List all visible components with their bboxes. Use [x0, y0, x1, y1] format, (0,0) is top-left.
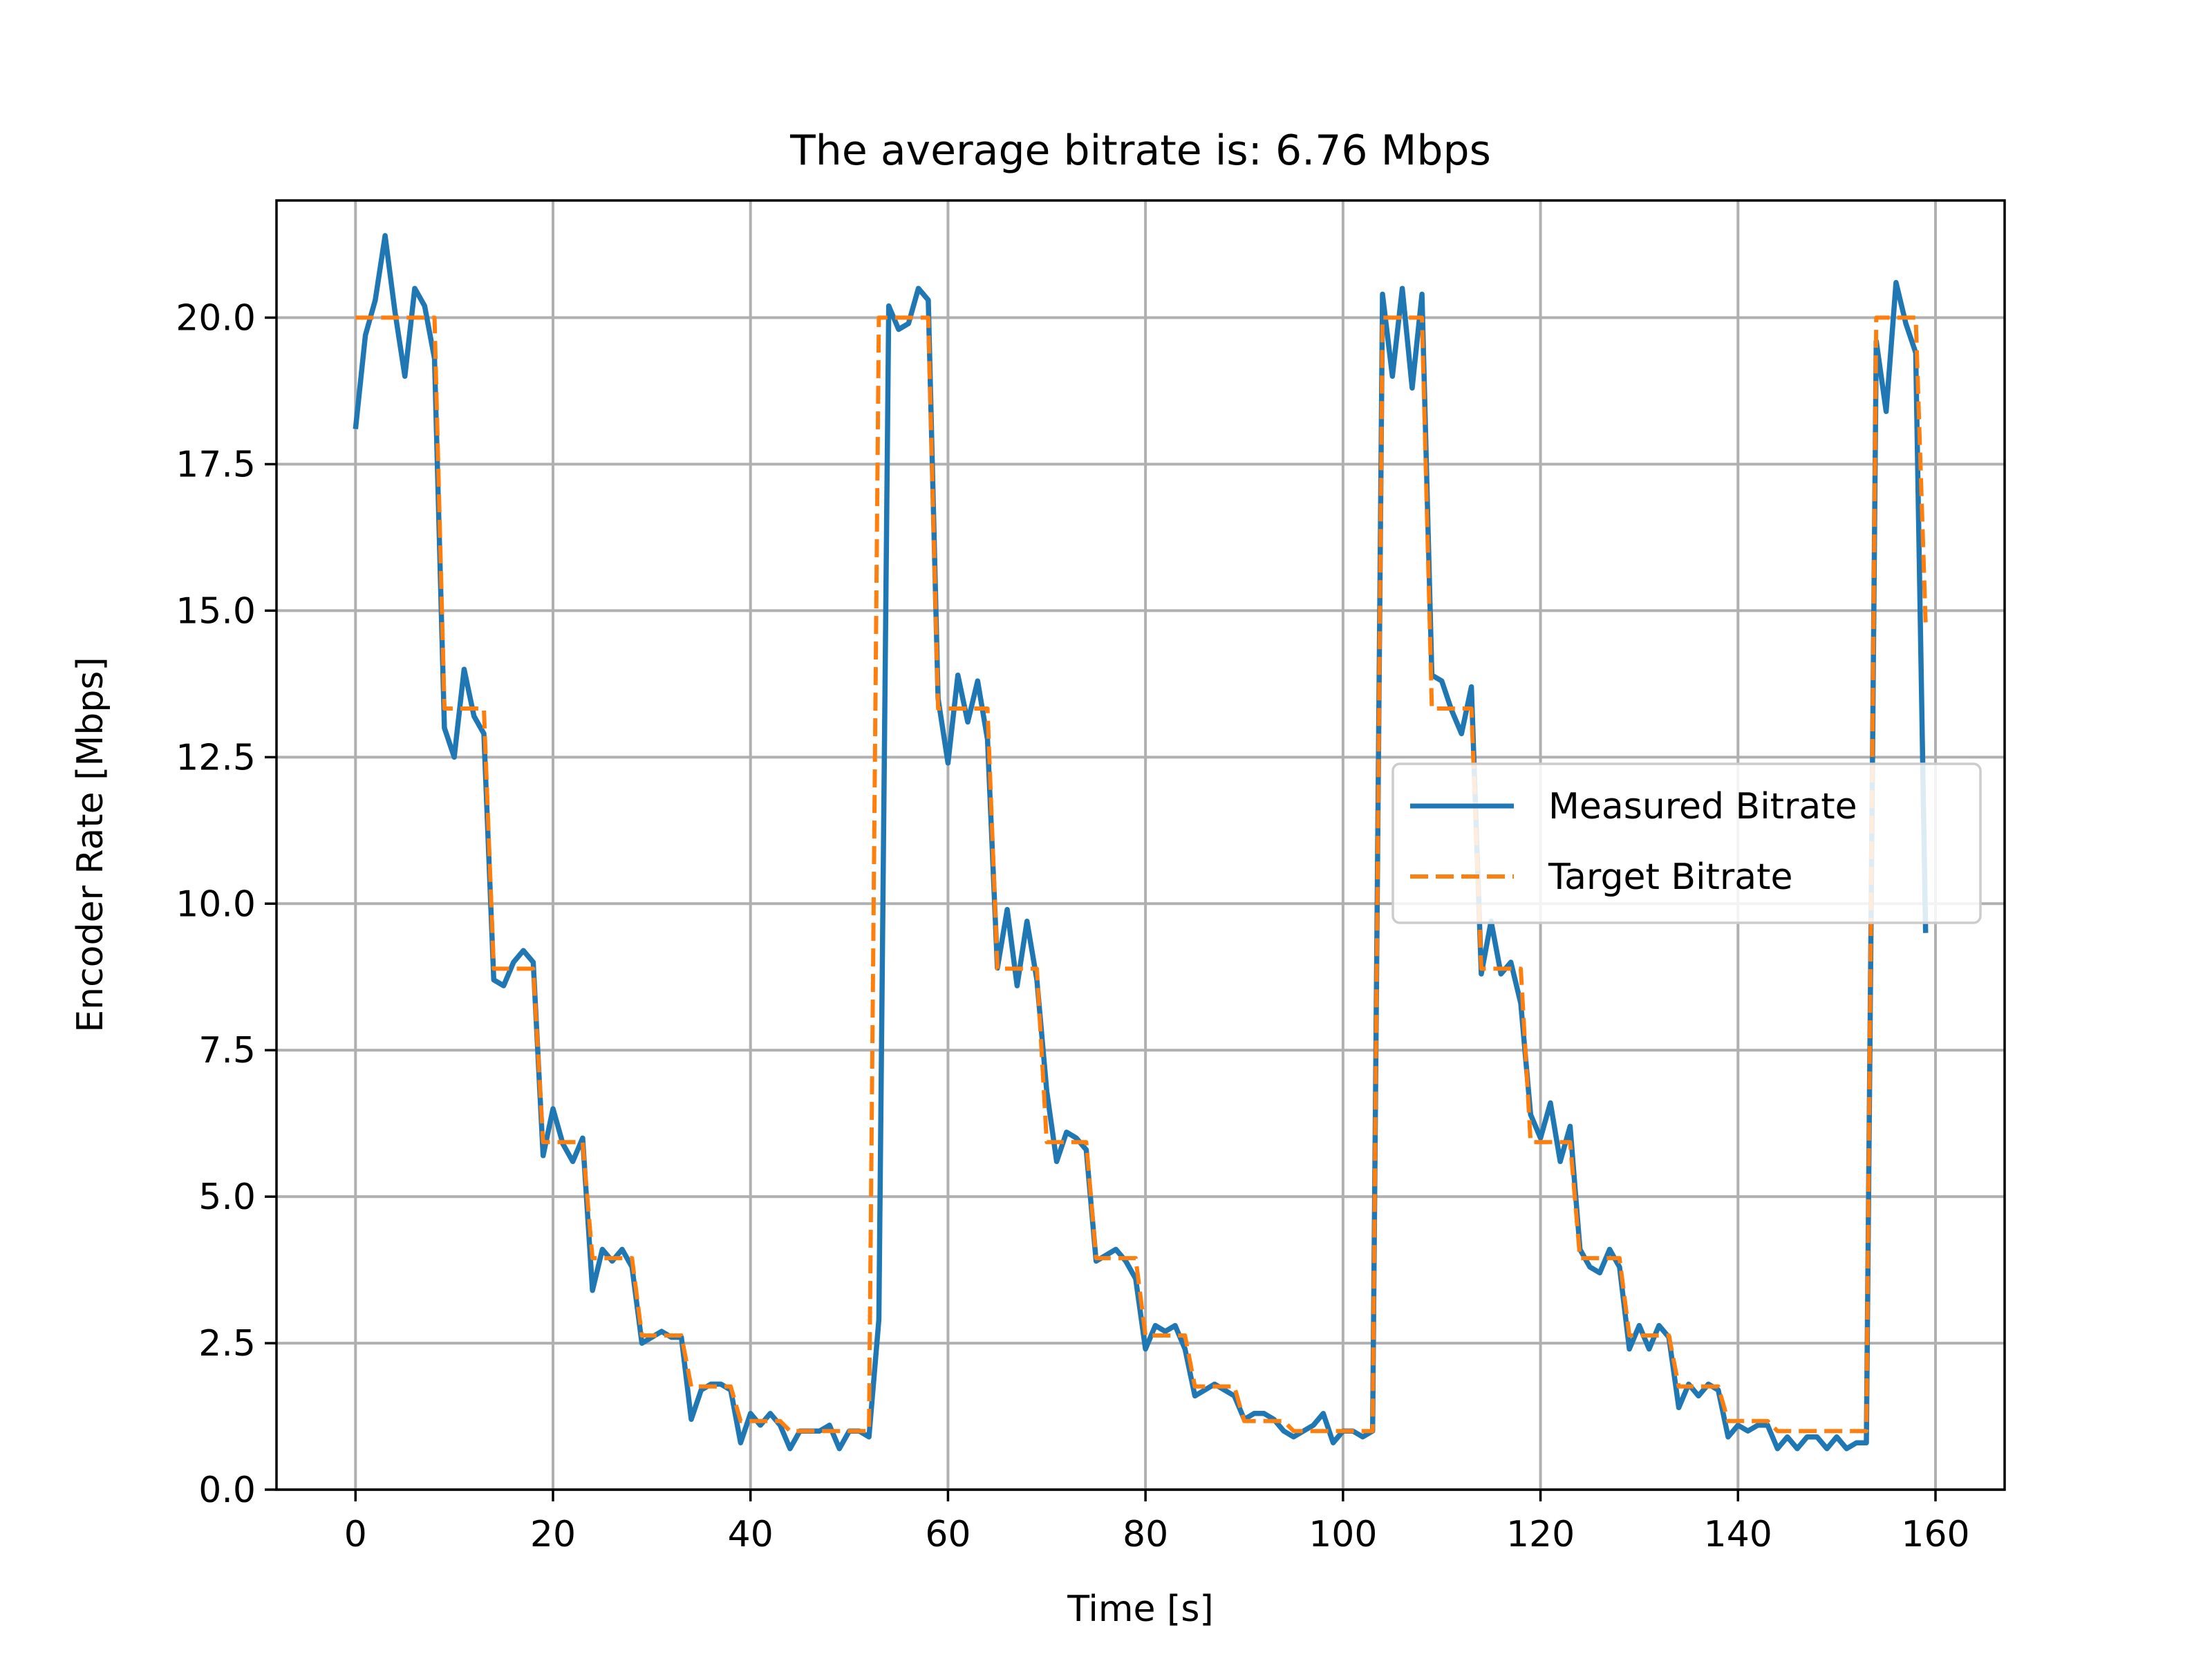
x-tick-label: 100 [1309, 1514, 1377, 1555]
y-tick-label: 0.0 [198, 1470, 256, 1511]
x-tick-label: 160 [1901, 1514, 1969, 1555]
series-layer [353, 233, 1929, 1452]
x-tick-label: 20 [530, 1514, 576, 1555]
y-tick-label: 2.5 [198, 1323, 256, 1365]
legend-box [1391, 762, 1982, 924]
x-tick-label: 120 [1506, 1514, 1575, 1555]
y-tick-label: 5.0 [198, 1177, 256, 1218]
y-tick-label: 17.5 [176, 444, 256, 485]
x-tick-label: 0 [344, 1514, 367, 1555]
y-tick-label: 20.0 [176, 298, 256, 339]
legend-label-measured-bitrate: Measured Bitrate [1548, 786, 1857, 827]
ticks: 0 20 40 60 80 100 120 140 160 0.0 2.5 5.0 7.5 10.0 12.… [176, 298, 1969, 1555]
y-tick-label: 10.0 [176, 883, 256, 925]
legend: Measured Bitrate Target Bitrate [1391, 762, 1982, 924]
x-tick-label: 40 [728, 1514, 774, 1555]
y-tick-label: 12.5 [176, 737, 256, 778]
series-line-target-bitrate [355, 315, 1928, 1434]
y-tick-label: 7.5 [198, 1030, 256, 1071]
x-tick-label: 140 [1704, 1514, 1772, 1555]
x-tick-label: 80 [1123, 1514, 1168, 1555]
series-line-measured-bitrate [353, 233, 1929, 1452]
y-axis-label: Encoder Rate [Mbps] [70, 657, 111, 1032]
x-tick-label: 60 [925, 1514, 971, 1555]
legend-label-target-bitrate: Target Bitrate [1548, 856, 1793, 898]
x-axis-label: Time [s] [1067, 1588, 1213, 1630]
plot-frame [275, 199, 2006, 1491]
y-tick-label: 15.0 [176, 590, 256, 632]
chart-title: The average bitrate is: 6.76 Mbps [789, 126, 1491, 175]
